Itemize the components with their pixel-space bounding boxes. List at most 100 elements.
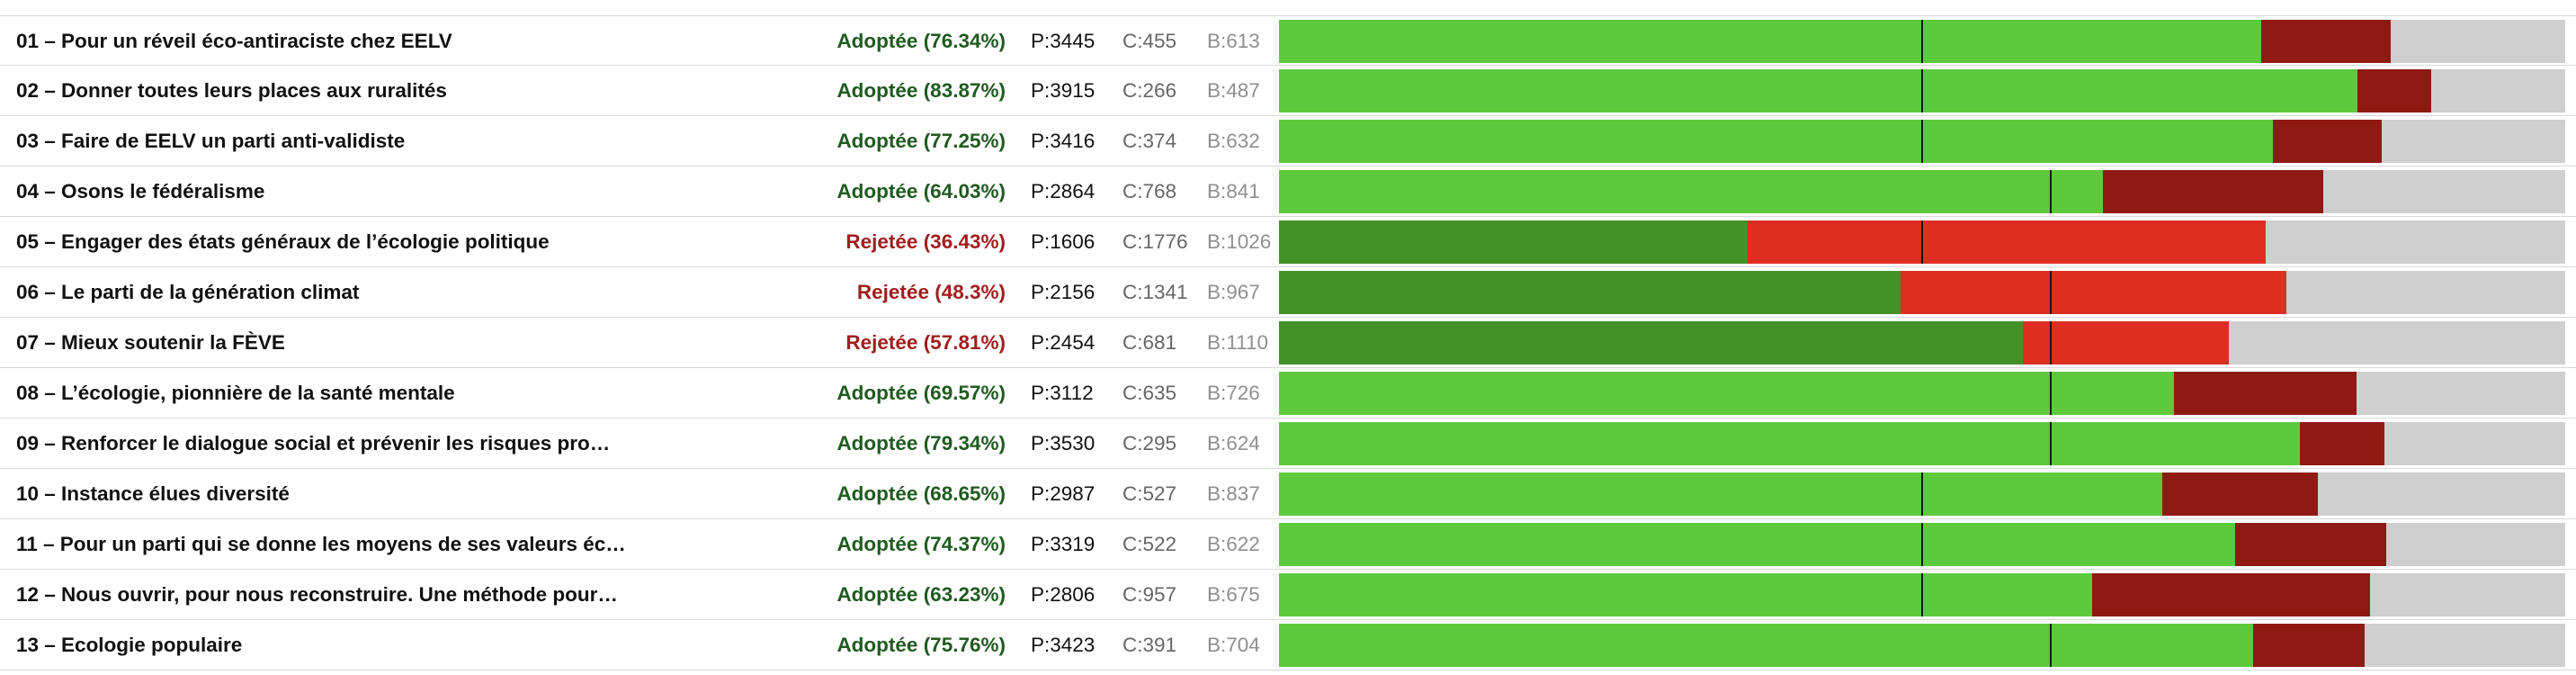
table-row[interactable]: 07 – Mieux soutenir la FÈVE Rejetée (57.8…: [0, 318, 2576, 368]
status-label: Adoptée (68.65%): [836, 482, 1006, 505]
table-row[interactable]: 11 – Pour un parti qui se donne les moye…: [0, 519, 2576, 570]
vote-bar: [1279, 372, 2565, 415]
threshold-marker: [1921, 472, 1923, 516]
table-row[interactable]: 13 – Ecologie populaire Adoptée (75.76%) P…: [0, 620, 2576, 670]
blanc-count: B:622: [1207, 533, 1260, 555]
contre-segment: [2299, 422, 2385, 465]
table-row[interactable]: 09 – Renforcer le dialogue social et pré…: [0, 418, 2576, 469]
contre-segment: [1900, 271, 2287, 314]
status-label: Adoptée (64.03%): [836, 180, 1006, 202]
contre-count: C:266: [1123, 79, 1177, 102]
motion-title: 10 – Instance élues diversité: [16, 482, 290, 505]
blanc-segment: [2430, 69, 2565, 112]
status-label: Adoptée (69.57%): [836, 382, 1006, 404]
status-label: Rejetée (48.3%): [856, 281, 1006, 303]
blanc-segment: [2369, 573, 2565, 616]
blanc-count: B:704: [1207, 634, 1260, 656]
motion-title: 03 – Faire de EELV un parti anti-validis…: [16, 130, 406, 152]
blanc-segment: [2385, 523, 2565, 566]
blanc-count: B:624: [1207, 432, 1260, 454]
contre-segment: [2102, 170, 2324, 213]
pour-segment: [1279, 573, 2093, 616]
motion-title: 08 – L’écologie, pionnière de la santé m…: [16, 382, 455, 404]
blanc-count: B:1110: [1207, 331, 1268, 354]
table-row[interactable]: 06 – Le parti de la génération climat Rej…: [0, 267, 2576, 318]
blanc-count: B:632: [1207, 130, 1260, 152]
status-label: Adoptée (75.76%): [836, 634, 1006, 656]
blanc-segment: [2266, 220, 2565, 264]
contre-count: C:455: [1123, 30, 1177, 52]
vote-bar: [1279, 422, 2565, 465]
threshold-marker: [2050, 422, 2052, 465]
pour-count: P:2987: [1031, 482, 1096, 505]
pour-count: P:1606: [1031, 230, 1096, 253]
status-label: Adoptée (63.23%): [836, 583, 1006, 606]
table-row[interactable]: 10 – Instance élues diversité Adoptée (68…: [0, 469, 2576, 519]
vote-bar: [1279, 624, 2565, 667]
blanc-count: B:1026: [1207, 230, 1272, 253]
table-row[interactable]: 03 – Faire de EELV un parti anti-validis…: [0, 116, 2576, 166]
motion-title: 06 – Le parti de la génération climat: [16, 281, 360, 303]
status-label: Adoptée (79.34%): [836, 432, 1006, 454]
pour-segment: [1279, 624, 2254, 667]
threshold-marker: [1921, 69, 1923, 112]
table-row[interactable]: 08 – L’écologie, pionnière de la santé m…: [0, 368, 2576, 418]
threshold-marker: [1921, 120, 1923, 163]
blanc-segment: [2381, 120, 2565, 163]
contre-segment: [2022, 321, 2230, 364]
blanc-count: B:967: [1207, 281, 1260, 303]
status-label: Adoptée (74.37%): [836, 533, 1006, 555]
motion-title: 05 – Engager des états généraux de l’éco…: [16, 230, 550, 253]
threshold-marker: [2050, 321, 2052, 364]
table-row[interactable]: 04 – Osons le fédéralisme Adoptée (64.03%…: [0, 166, 2576, 217]
contre-segment: [2173, 372, 2357, 415]
contre-count: C:681: [1123, 331, 1177, 354]
contre-segment: [2260, 20, 2391, 63]
status-label: Adoptée (76.34%): [836, 30, 1006, 52]
blanc-segment: [2365, 624, 2565, 667]
motion-title: 12 – Nous ouvrir, pour nous reconstruire…: [16, 583, 618, 606]
threshold-marker: [1921, 573, 1923, 616]
status-label: Rejetée (36.43%): [845, 230, 1006, 253]
contre-count: C:522: [1123, 533, 1177, 555]
blanc-segment: [2286, 271, 2565, 314]
table-row[interactable]: 01 – Pour un réveil éco-antiraciste chez…: [0, 15, 2576, 66]
pour-count: P:3416: [1031, 130, 1096, 152]
contre-segment: [2092, 573, 2370, 616]
vote-bar: [1279, 220, 2565, 264]
pour-count: P:2454: [1031, 331, 1096, 354]
table-row[interactable]: 05 – Engager des états généraux de l’éco…: [0, 217, 2576, 267]
pour-segment: [1279, 422, 2300, 465]
blanc-count: B:841: [1207, 180, 1260, 202]
status-label: Rejetée (57.81%): [845, 331, 1006, 354]
vote-bar: [1279, 472, 2565, 516]
motion-title: 13 – Ecologie populaire: [16, 634, 243, 656]
blanc-segment: [2317, 472, 2565, 516]
vote-bar: [1279, 20, 2565, 63]
table-row[interactable]: 12 – Nous ouvrir, pour nous reconstruire…: [0, 570, 2576, 620]
motion-title: 04 – Osons le fédéralisme: [16, 180, 265, 202]
contre-count: C:527: [1123, 482, 1177, 505]
contre-count: C:957: [1123, 583, 1177, 606]
pour-segment: [1279, 321, 2023, 364]
pour-count: P:3445: [1031, 30, 1096, 52]
pour-segment: [1279, 69, 2358, 112]
threshold-marker: [2050, 372, 2052, 415]
contre-segment: [2253, 624, 2366, 667]
vote-bar: [1279, 120, 2565, 163]
table-row[interactable]: 02 – Donner toutes leurs places aux rura…: [0, 66, 2576, 116]
contre-count: C:635: [1123, 382, 1177, 404]
blanc-count: B:613: [1207, 30, 1260, 52]
vote-bar: [1279, 69, 2565, 112]
vote-bar: [1279, 170, 2565, 213]
blanc-count: B:675: [1207, 583, 1260, 606]
pour-count: P:2156: [1031, 281, 1096, 303]
contre-segment: [2272, 120, 2382, 163]
vote-bar: [1279, 271, 2565, 314]
pour-segment: [1279, 271, 1901, 314]
motion-title: 01 – Pour un réveil éco-antiraciste chez…: [16, 30, 452, 52]
status-label: Adoptée (83.87%): [836, 79, 1006, 102]
threshold-marker: [1921, 523, 1923, 566]
contre-count: C:1341: [1123, 281, 1188, 303]
contre-count: C:295: [1123, 432, 1177, 454]
